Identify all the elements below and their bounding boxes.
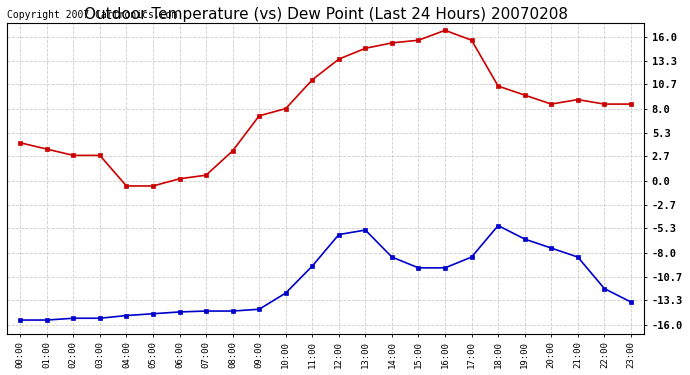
Title: Outdoor Temperature (vs) Dew Point (Last 24 Hours) 20070208: Outdoor Temperature (vs) Dew Point (Last…	[83, 7, 568, 22]
Text: Copyright 2007 Cartronics.com: Copyright 2007 Cartronics.com	[7, 10, 177, 20]
